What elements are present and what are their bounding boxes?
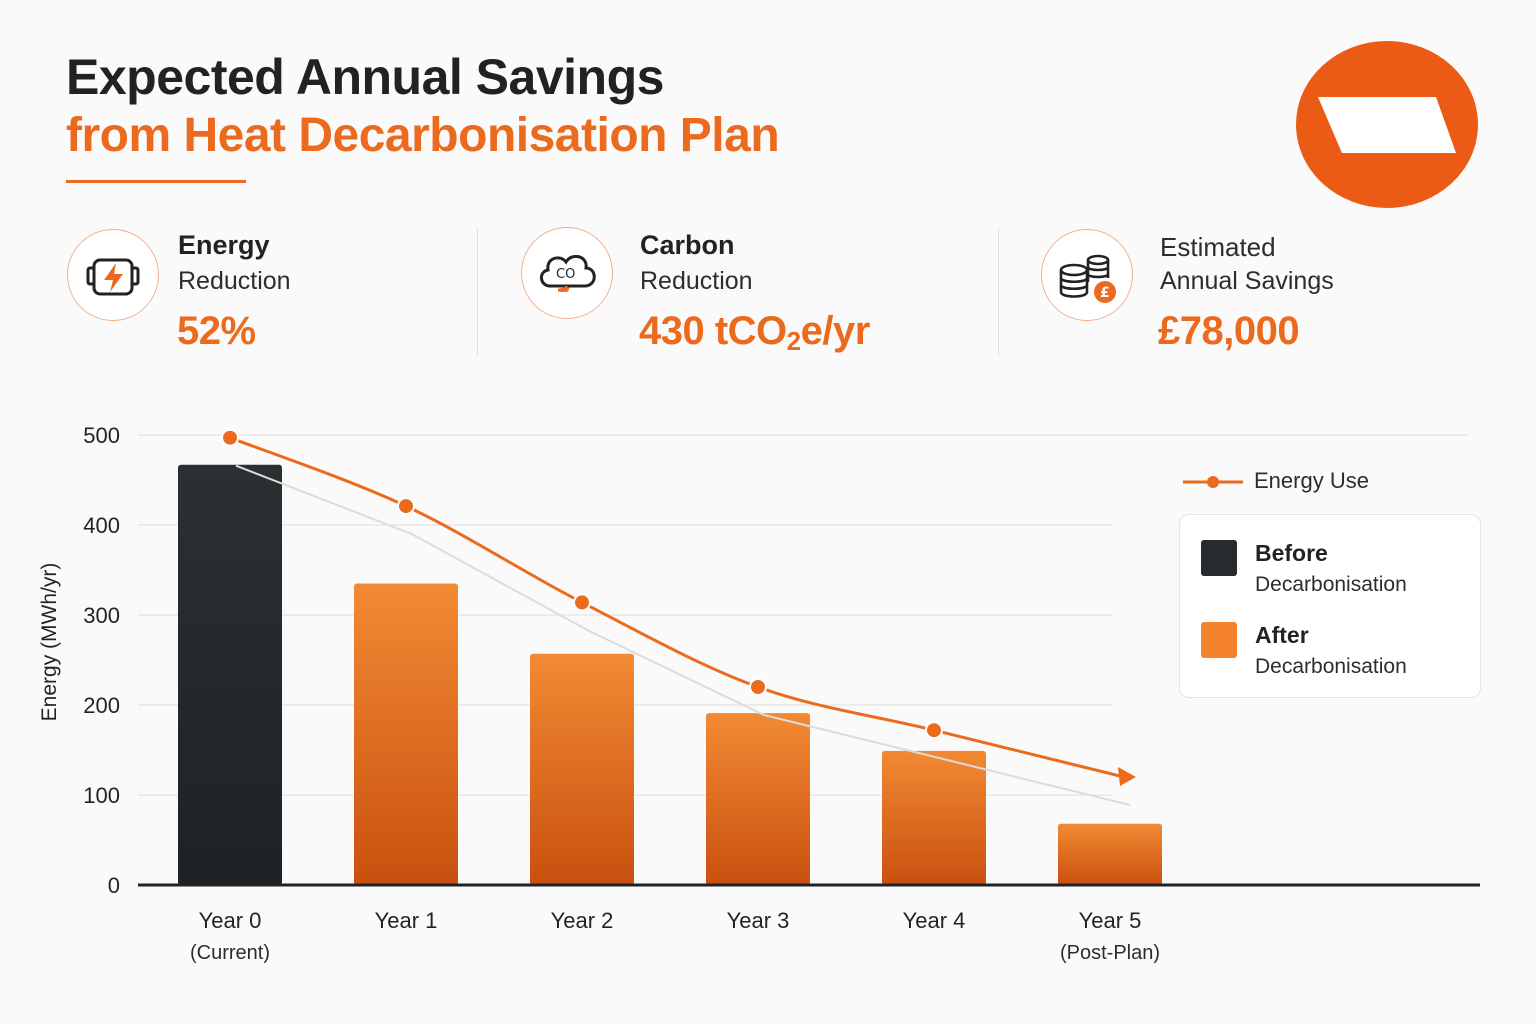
y-tick-label: 200: [83, 693, 120, 718]
bar-after-year-4: [882, 750, 986, 885]
kpi-divider: [477, 228, 478, 356]
legend-after-title: After: [1255, 622, 1309, 648]
energy-use-line-shadow: [235, 464, 1131, 806]
y-axis-label: Energy (MWh/yr): [38, 563, 61, 722]
energy-use-point-0: [221, 428, 239, 447]
energy-use-point-2: [573, 593, 591, 612]
kpi-savings-label: Estimated: [1160, 232, 1276, 262]
x-tick-label: Year 3: [727, 908, 790, 933]
kpi-savings-icon-circle: £: [1041, 229, 1133, 321]
y-tick-label: 500: [83, 423, 120, 448]
legend-line-marker: [1207, 476, 1219, 488]
kpi-energy-label: Energy: [178, 230, 270, 260]
energy-use-line: [221, 428, 1136, 806]
legend-after-sub: Decarbonisation: [1255, 655, 1407, 678]
x-tick-label: Year 0: [199, 908, 262, 933]
x-tick-label: Year 2: [551, 908, 614, 933]
bar-after-year-3: [706, 713, 810, 885]
coins-icon: £: [1059, 254, 1116, 303]
energy-use-point-4: [925, 721, 943, 740]
co2-cloud-icon: CO: [540, 254, 596, 292]
kpi-savings-sublabel: Annual Savings: [1160, 267, 1334, 295]
x-tick-label: Year 4: [903, 908, 966, 933]
title-underline: [66, 180, 246, 183]
bar-after-year-1: [354, 583, 458, 885]
bar-before-year-0: [178, 464, 282, 885]
energy-use-point-3: [749, 678, 767, 696]
legend-box: Before Decarbonisation After Decarbonisa…: [1179, 514, 1481, 698]
kpi-carbon-value: 430 tCO2e/yr: [639, 309, 870, 357]
page-title: Expected Annual Savings: [66, 49, 664, 105]
y-tick-label: 100: [83, 783, 120, 808]
bar-series: [178, 464, 1162, 885]
kpi-energy-value: 52%: [177, 309, 256, 353]
bar-after-year-2: [530, 653, 634, 885]
svg-text:£: £: [1100, 285, 1110, 301]
logo-icon: [1296, 41, 1478, 208]
kpi-carbon-value-subscript: 2: [786, 326, 801, 356]
energy-use-line-path: [229, 436, 1125, 779]
y-tick-label: 300: [83, 603, 120, 628]
kpi-carbon-value-unit: e/yr: [800, 309, 871, 353]
kpi-savings-value: £78,000: [1158, 309, 1300, 353]
kpi-energy-icon-circle: [67, 229, 159, 321]
y-tick-label: 400: [83, 513, 120, 538]
legend-before-swatch: [1201, 540, 1237, 576]
kpi-carbon-sublabel: Reduction: [640, 267, 753, 295]
legend-before-title: Before: [1255, 540, 1328, 566]
y-axis-ticks: 0 100 200 300 400 500: [83, 423, 120, 898]
legend-before-sub: Decarbonisation: [1255, 573, 1407, 596]
battery-bolt-icon: [86, 258, 140, 296]
energy-use-arrowhead: [1118, 767, 1136, 786]
x-tick-sublabel: (Current): [190, 942, 270, 964]
legend-line-label: Energy Use: [1254, 468, 1369, 493]
y-tick-label: 0: [108, 873, 120, 898]
kpi-energy-sublabel: Reduction: [178, 267, 291, 295]
x-axis-ticks: Year 0 (Current) Year 1 Year 2 Year 3 Year 4 Y…: [190, 908, 1160, 964]
x-tick-label: Year 1: [375, 908, 438, 933]
x-tick-label: Year 5: [1079, 908, 1142, 933]
bar-after-year-5: [1058, 823, 1162, 885]
energy-use-point-1: [397, 497, 415, 516]
kpi-carbon-icon-circle: CO: [521, 227, 613, 319]
x-tick-sublabel: (Post-Plan): [1060, 942, 1160, 964]
kpi-divider: [998, 228, 999, 356]
kpi-carbon-value-main: 430 tCO: [639, 309, 787, 353]
kpi-carbon-label: Carbon: [640, 230, 735, 260]
legend-after-swatch: [1201, 622, 1237, 658]
svg-text:CO: CO: [556, 267, 575, 282]
page-subtitle: from Heat Decarbonisation Plan: [66, 109, 780, 162]
